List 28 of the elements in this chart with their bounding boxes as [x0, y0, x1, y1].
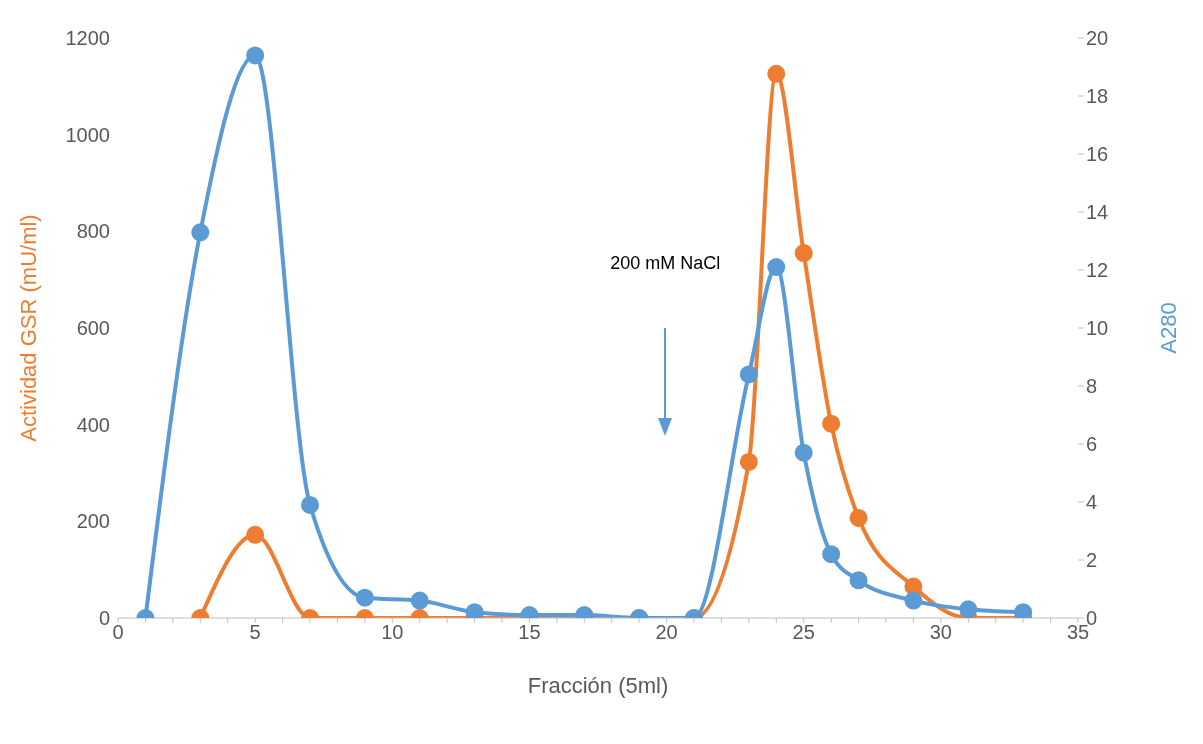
y-tick-label: 1000	[65, 123, 110, 146]
y-tick-label: 800	[76, 220, 110, 243]
x-axis-title: Fracción (5ml)	[527, 673, 669, 698]
annotation: 200 mM NaCl	[610, 253, 721, 274]
y-tick-label: 200	[76, 510, 110, 533]
x-tick-label: 5	[249, 621, 261, 644]
y2-tick-label: 10	[1086, 317, 1109, 340]
x-tick-label: 20	[655, 621, 678, 644]
y2-tick-label: 6	[1086, 433, 1098, 456]
y2-tick-label: 16	[1086, 143, 1109, 166]
y2-tick-label: 4	[1086, 491, 1098, 514]
y2-tick-label: 12	[1086, 259, 1109, 282]
x-tick-label: 30	[929, 621, 952, 644]
y-tick-label: 1200	[65, 27, 110, 50]
x-tick-label: 0	[112, 621, 124, 644]
y2-tick-label: 18	[1086, 85, 1109, 108]
y-axis-title: Actividad GSR (mU/ml)	[15, 214, 41, 442]
x-tick-label: 10	[381, 621, 404, 644]
x-tick-label: 25	[792, 621, 815, 644]
y-tick-label: 400	[76, 413, 110, 436]
y2-tick-label: 20	[1086, 27, 1109, 50]
y2-tick-label: 2	[1086, 549, 1098, 572]
y2-axis-title: A280	[1155, 302, 1181, 354]
y-tick-label: 0	[98, 607, 110, 630]
y2-tick-label: 14	[1086, 201, 1109, 224]
y-tick-label: 600	[76, 317, 110, 340]
y2-tick-label: 8	[1086, 375, 1098, 398]
x-tick-label: 15	[518, 621, 541, 644]
